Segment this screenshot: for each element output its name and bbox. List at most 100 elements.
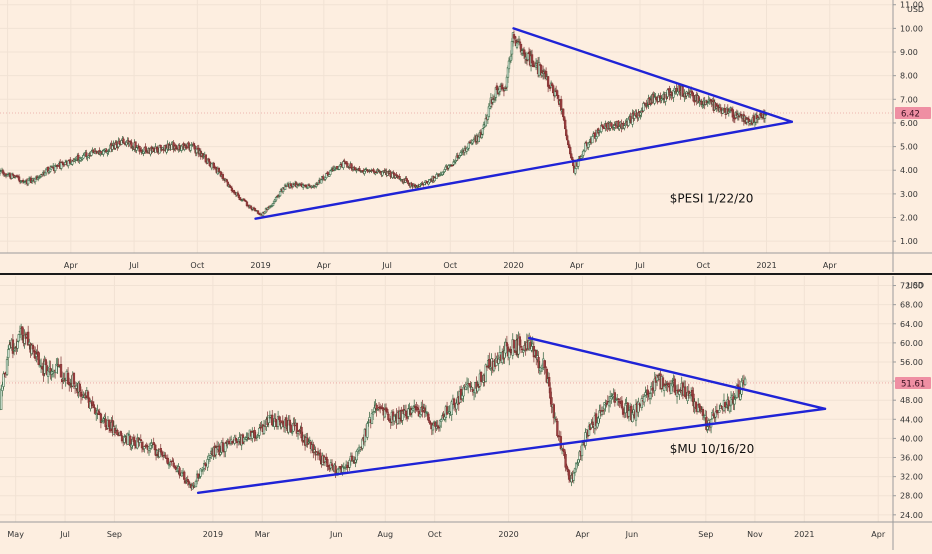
candle-body: [437, 427, 440, 429]
candle-body: [167, 464, 171, 466]
candle-body: [289, 183, 293, 187]
candle-body: [644, 392, 647, 396]
candle-body: [572, 472, 575, 481]
candle-body: [11, 339, 15, 354]
candle-body: [59, 364, 63, 378]
candle-body: [221, 442, 225, 452]
y-tick-label: 48.00: [900, 396, 923, 405]
candle-body: [198, 477, 201, 479]
candle-body: [580, 156, 583, 159]
candle-body: [642, 102, 645, 112]
candle-body: [39, 176, 42, 178]
candle-body: [498, 86, 502, 92]
candle-body: [144, 146, 147, 151]
candle-body: [665, 384, 668, 386]
candle-body: [603, 402, 606, 410]
candle-body: [271, 414, 274, 426]
candle-body: [521, 348, 524, 350]
x-tick-label: Nov: [747, 530, 763, 539]
trendline[interactable]: [528, 336, 827, 410]
candle-body: [435, 174, 438, 179]
candle-body: [488, 359, 491, 369]
x-tick-label: 2021: [794, 530, 814, 539]
candle-body: [17, 334, 20, 342]
candle-body: [639, 112, 642, 116]
candle-body: [544, 366, 547, 368]
candle-body: [666, 383, 669, 385]
candle-body: [501, 87, 505, 89]
candle-body: [225, 179, 229, 182]
candle-body: [706, 102, 709, 104]
price-scale[interactable]: [893, 0, 932, 253]
candle-body: [520, 50, 524, 54]
candle-body: [233, 191, 237, 194]
candle-body: [618, 401, 621, 403]
candle-body: [507, 60, 511, 70]
candle-body: [573, 468, 577, 473]
candle-body: [587, 425, 591, 436]
candle-body: [170, 144, 173, 150]
candle-body: [206, 459, 209, 468]
candle-body: [207, 158, 210, 162]
x-tick-label: Mar: [255, 530, 271, 539]
candle-body: [739, 114, 743, 116]
candle-body: [552, 404, 555, 419]
candle-body: [43, 360, 46, 374]
price-scale[interactable]: [893, 276, 932, 522]
candle-body: [576, 462, 579, 465]
candle-body: [228, 185, 232, 187]
candle-body: [493, 98, 497, 100]
candle-body: [557, 95, 560, 99]
x-tick-label: Jul: [128, 261, 139, 270]
x-tick-label: 2019: [250, 261, 270, 270]
candle-body: [386, 409, 389, 413]
candle-body: [152, 442, 155, 445]
x-tick-label: Jul: [381, 261, 392, 270]
candle-body: [80, 394, 84, 396]
candle-body: [646, 105, 649, 107]
candle-body: [159, 447, 162, 453]
candle-body: [641, 110, 644, 113]
candle-body: [453, 161, 456, 164]
candle-body: [721, 109, 724, 114]
chart-annotation: $PESI 1/22/20: [670, 191, 754, 205]
candle-body: [638, 403, 641, 405]
y-tick-label: 64.00: [900, 320, 923, 329]
candle-body: [406, 179, 409, 183]
x-tick-label: Apr: [570, 261, 585, 270]
candle-body: [255, 436, 259, 438]
candle-body: [230, 187, 234, 191]
candle-body: [192, 143, 195, 146]
candle-body: [166, 457, 169, 464]
candle-body: [376, 408, 379, 411]
candle-body: [673, 378, 676, 393]
candle-body: [410, 182, 413, 186]
candle-body: [436, 425, 439, 428]
last-price-label: 6.42: [901, 110, 920, 120]
candle-body: [455, 402, 458, 410]
trendline[interactable]: [512, 27, 794, 123]
candle-body: [278, 416, 281, 421]
candle-body: [693, 100, 696, 103]
candle-body: [224, 442, 227, 452]
candle-body: [635, 112, 638, 117]
candle-body: [308, 184, 311, 187]
candle-body: [662, 386, 666, 391]
trendline[interactable]: [254, 120, 794, 220]
candle-body: [549, 387, 552, 399]
candle-body: [419, 184, 422, 186]
candle-body: [172, 462, 175, 467]
candle-body: [591, 136, 594, 144]
candle-body: [584, 432, 587, 446]
candle-body: [350, 455, 354, 462]
candle-body: [617, 398, 620, 401]
candle-body: [752, 115, 756, 123]
candle-body: [574, 168, 577, 174]
candle-body: [171, 460, 174, 462]
trendline[interactable]: [196, 407, 827, 495]
candle-body: [727, 111, 730, 114]
candle-body: [739, 393, 742, 400]
y-tick-label: 32.00: [900, 473, 923, 482]
candle-body: [115, 141, 118, 146]
candle-body: [743, 378, 747, 385]
